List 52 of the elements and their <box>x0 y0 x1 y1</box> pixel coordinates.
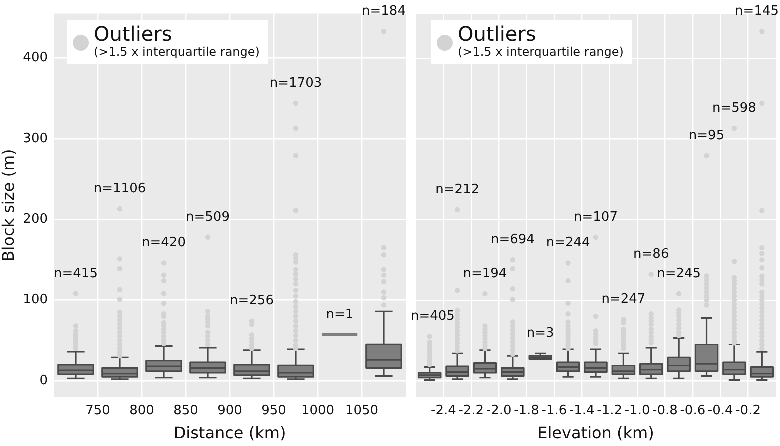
x-tick-label: 950 <box>262 403 286 418</box>
y-axis-title: Block size (m) <box>0 149 18 262</box>
x-tick-label: -0.8 <box>652 403 678 418</box>
annotation: n=3 <box>526 326 554 342</box>
x-tick-label: -1.6 <box>542 403 568 418</box>
x-tick-label: 750 <box>86 403 110 418</box>
annotation: (>1.5 x interquartile range) <box>458 45 624 60</box>
x-tick-label: -1.4 <box>569 403 595 418</box>
annotation: n=86 <box>634 246 670 262</box>
x-tick-label: -0.2 <box>736 403 761 418</box>
annotation: (>1.5 x interquartile range) <box>94 45 260 60</box>
annotation: n=509 <box>186 210 230 225</box>
x-axis-title: Elevation (km) <box>538 424 654 443</box>
x-tick-label: 900 <box>218 403 242 418</box>
x-tick-label: 800 <box>130 403 154 418</box>
y-tick-label: 400 <box>23 50 48 66</box>
x-tick-label: -0.4 <box>708 403 734 418</box>
annotation: n=405 <box>410 309 455 324</box>
annotation: n=1 <box>326 307 354 322</box>
x-tick-label: -1.2 <box>597 403 623 418</box>
annotation: Outliers <box>94 22 174 46</box>
annotation: n=95 <box>688 128 725 144</box>
annotation: n=694 <box>490 232 535 248</box>
annotation: n=256 <box>230 294 274 309</box>
annotation: n=245 <box>657 266 702 282</box>
x-tick-label: -1.8 <box>514 403 540 418</box>
annotation: n=244 <box>546 236 590 251</box>
annotation: n=598 <box>712 100 756 116</box>
y-tick-label: 200 <box>23 212 48 227</box>
annotation: n=1703 <box>270 76 322 91</box>
x-tick-label: -2.4 <box>431 403 456 418</box>
annotation: n=212 <box>436 182 480 198</box>
x-axis-title: Distance (km) <box>174 424 286 443</box>
annotation: n=247 <box>602 292 646 308</box>
annotation: n=194 <box>463 266 508 282</box>
x-tick-label: 1000 <box>301 403 335 418</box>
annotation: n=107 <box>574 210 618 225</box>
x-tick-label: 1050 <box>345 403 379 418</box>
y-tick-label: 300 <box>23 131 48 146</box>
annotation: Outliers <box>458 22 538 46</box>
x-tick-label: -2.0 <box>486 403 512 418</box>
annotation: n=420 <box>142 236 186 251</box>
annotation: n=145 <box>735 4 780 20</box>
annotation: n=184 <box>362 4 406 19</box>
annotation: n=415 <box>54 266 98 282</box>
y-tick-label: 0 <box>40 373 48 388</box>
annotation: n=1106 <box>94 182 146 197</box>
y-tick-label: 100 <box>23 292 48 308</box>
x-tick-label: -2.2 <box>458 403 484 418</box>
x-tick-label: -0.6 <box>680 403 706 418</box>
x-tick-label: -1.0 <box>624 403 650 418</box>
x-tick-label: 850 <box>174 403 198 418</box>
